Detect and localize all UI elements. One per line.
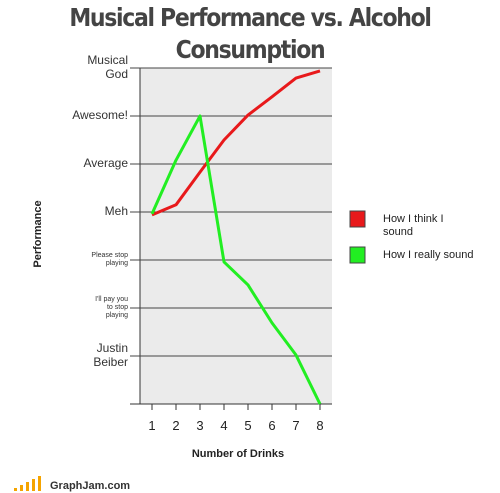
y-tick-label: Justin Beiber xyxy=(93,341,128,369)
legend-swatch xyxy=(349,246,366,264)
plot-area xyxy=(140,68,332,404)
chart-title: Musical Performance vs. Alcohol Consumpt… xyxy=(69,3,432,64)
x-tick-label: 3 xyxy=(196,418,204,433)
legend-label: How I think I sound xyxy=(383,213,444,238)
y-axis-title: Performance xyxy=(32,200,44,268)
series-line xyxy=(151,69,321,217)
x-tick-label: 4 xyxy=(220,418,228,433)
x-tick-label: 8 xyxy=(316,418,324,433)
y-tick-label: Please stop playing xyxy=(91,252,128,268)
y-tick-label: I'll pay you to stop playing xyxy=(95,296,128,320)
x-tick-label: 1 xyxy=(148,418,156,433)
x-tick-label: 7 xyxy=(292,418,300,433)
x-axis-title: Number of Drinks xyxy=(191,448,285,460)
legend-swatch xyxy=(349,210,366,228)
y-tick-label: Average xyxy=(83,156,128,170)
legend-label: How I really sound xyxy=(383,249,474,261)
x-tick-label: 5 xyxy=(244,418,252,433)
series-line xyxy=(150,114,322,405)
x-tick-label: 2 xyxy=(172,418,180,433)
y-tick-label: Meh xyxy=(104,204,128,218)
footer: GraphJam.com xyxy=(50,480,131,492)
x-tick-label: 6 xyxy=(268,418,276,433)
footer-logo xyxy=(14,476,41,491)
y-tick-label: Awesome! xyxy=(72,108,128,122)
y-tick-label: Musical God xyxy=(87,53,128,81)
